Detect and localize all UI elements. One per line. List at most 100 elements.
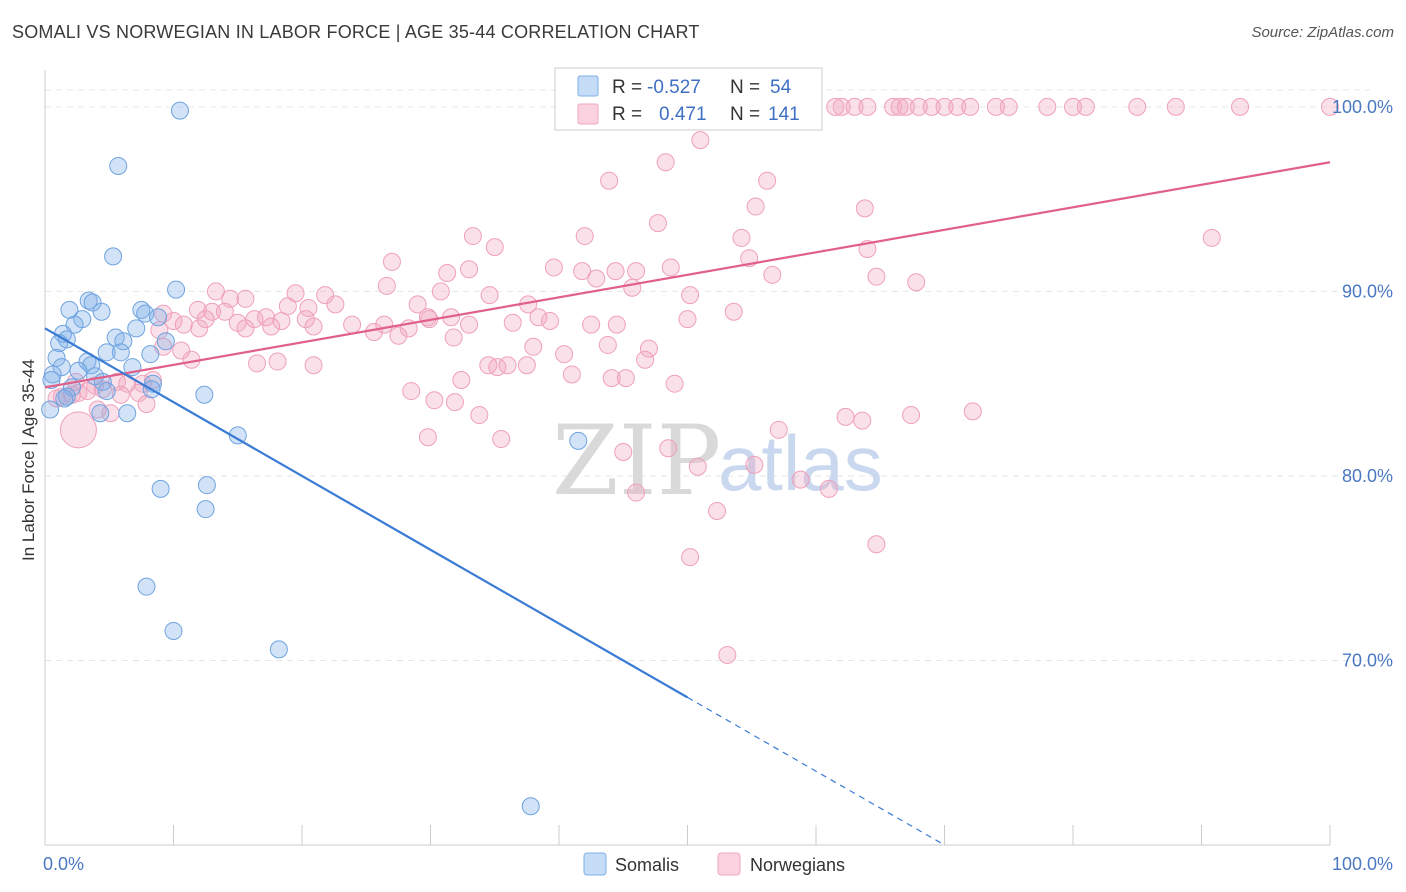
norwegians-point: [460, 315, 479, 334]
norwegians-point: [296, 310, 315, 329]
norwegians-point: [836, 407, 855, 426]
x-tick-label-0: 0.0%: [43, 854, 84, 874]
norwegians-point: [623, 278, 642, 297]
norwegians-point: [529, 308, 548, 327]
norwegians-point: [215, 302, 234, 321]
norwegians-point: [326, 295, 345, 314]
norwegians-point: [745, 455, 764, 474]
watermark-zip: ZIP: [552, 405, 721, 517]
norwegians-point: [445, 393, 464, 412]
norwegians-point: [188, 300, 207, 319]
norwegians-point: [884, 97, 903, 116]
norwegians-point: [418, 428, 437, 447]
legend-swatch-norwegians: [577, 103, 599, 125]
legend-n-value-somalis: 54: [770, 77, 792, 98]
norwegians-point: [377, 276, 396, 295]
norwegians-point: [902, 406, 921, 425]
norwegians-point: [961, 97, 980, 116]
somalis-point: [170, 101, 189, 120]
norwegians-point: [639, 339, 658, 358]
somalis-point: [151, 479, 170, 498]
legend-r-label-somalis: R =: [612, 77, 642, 98]
norwegians-point: [922, 97, 941, 116]
norwegians-point: [452, 371, 471, 389]
norwegians-point: [661, 258, 680, 277]
norwegians-point: [470, 406, 489, 425]
somalis-points: [41, 101, 588, 816]
norwegians-point: [607, 315, 626, 334]
norwegians-point: [598, 335, 617, 354]
norwegians-point: [364, 323, 383, 342]
norwegians-point: [732, 228, 751, 247]
norwegians-point: [206, 282, 225, 301]
norwegians-point: [59, 411, 97, 449]
norwegians-point: [425, 391, 444, 410]
y-tick-label-1: 80.0%: [1342, 466, 1393, 486]
somalis-point: [92, 302, 111, 321]
norwegians-point: [316, 286, 335, 305]
norwegians-point: [724, 302, 743, 321]
somalis-trend-extension: [687, 696, 945, 846]
norwegians-point: [582, 315, 601, 334]
norwegians-point: [248, 354, 267, 373]
norwegians-point: [431, 282, 450, 301]
norwegians-point: [304, 356, 323, 375]
y-axis-label: In Labor Force | Age 35-44: [19, 359, 38, 561]
somalis-trend-line: [44, 327, 689, 699]
norwegians-point: [402, 382, 421, 401]
norwegians-point: [1076, 97, 1095, 116]
norwegians-point: [498, 356, 517, 375]
norwegians-points: [47, 97, 1339, 664]
norwegians-point: [438, 263, 457, 282]
norwegians-point: [769, 420, 788, 439]
norwegians-trend-line: [44, 161, 1331, 389]
legend-r-label-norwegians: R =: [612, 104, 642, 125]
somalis-point: [69, 361, 88, 380]
norwegians-point: [896, 97, 915, 116]
somalis-point: [97, 382, 116, 401]
norwegians-point: [691, 131, 710, 150]
norwegians-point: [190, 319, 209, 338]
norwegians-point: [656, 153, 675, 172]
somalis-point: [41, 400, 60, 419]
norwegians-point: [935, 97, 954, 116]
norwegians-point: [867, 535, 886, 554]
norwegians-point: [272, 311, 291, 330]
norwegians-point: [1321, 97, 1339, 116]
norwegians-point: [492, 430, 511, 449]
norwegians-point: [304, 317, 323, 336]
bottom-legend-swatch-somalis: [583, 852, 607, 876]
somalis-point: [137, 577, 156, 596]
somalis-point: [569, 431, 588, 450]
x-tick-label-1: 100.0%: [1332, 854, 1393, 874]
somalis-point: [43, 365, 62, 384]
somalis-point: [127, 319, 146, 338]
norwegians-point: [708, 502, 727, 521]
norwegians-point: [544, 258, 563, 277]
norwegians-point: [1231, 97, 1250, 116]
norwegians-point: [236, 289, 255, 308]
norwegians-point: [541, 311, 560, 330]
norwegians-point: [111, 385, 130, 404]
gridlines: [45, 89, 1370, 661]
norwegians-point: [517, 356, 536, 375]
norwegians-point: [948, 97, 967, 116]
somalis-point: [114, 332, 133, 351]
norwegians-point: [479, 356, 498, 375]
norwegians-point: [746, 197, 765, 216]
somalis-point: [55, 389, 74, 408]
watermark: ZIP atlas: [552, 405, 883, 517]
norwegians-point: [681, 286, 700, 305]
norwegians-point: [665, 374, 684, 393]
bottom-legend-swatch-norwegians: [717, 852, 741, 876]
norwegians-point: [909, 97, 928, 116]
somalis-point: [111, 343, 130, 362]
norwegians-point: [718, 645, 737, 664]
norwegians-point: [485, 238, 504, 257]
norwegians-point: [763, 265, 782, 284]
trend-lines: [44, 161, 1331, 846]
norwegians-point: [758, 171, 777, 190]
somalis-point: [104, 247, 123, 266]
norwegians-point: [627, 483, 646, 502]
norwegians-point: [143, 371, 162, 389]
